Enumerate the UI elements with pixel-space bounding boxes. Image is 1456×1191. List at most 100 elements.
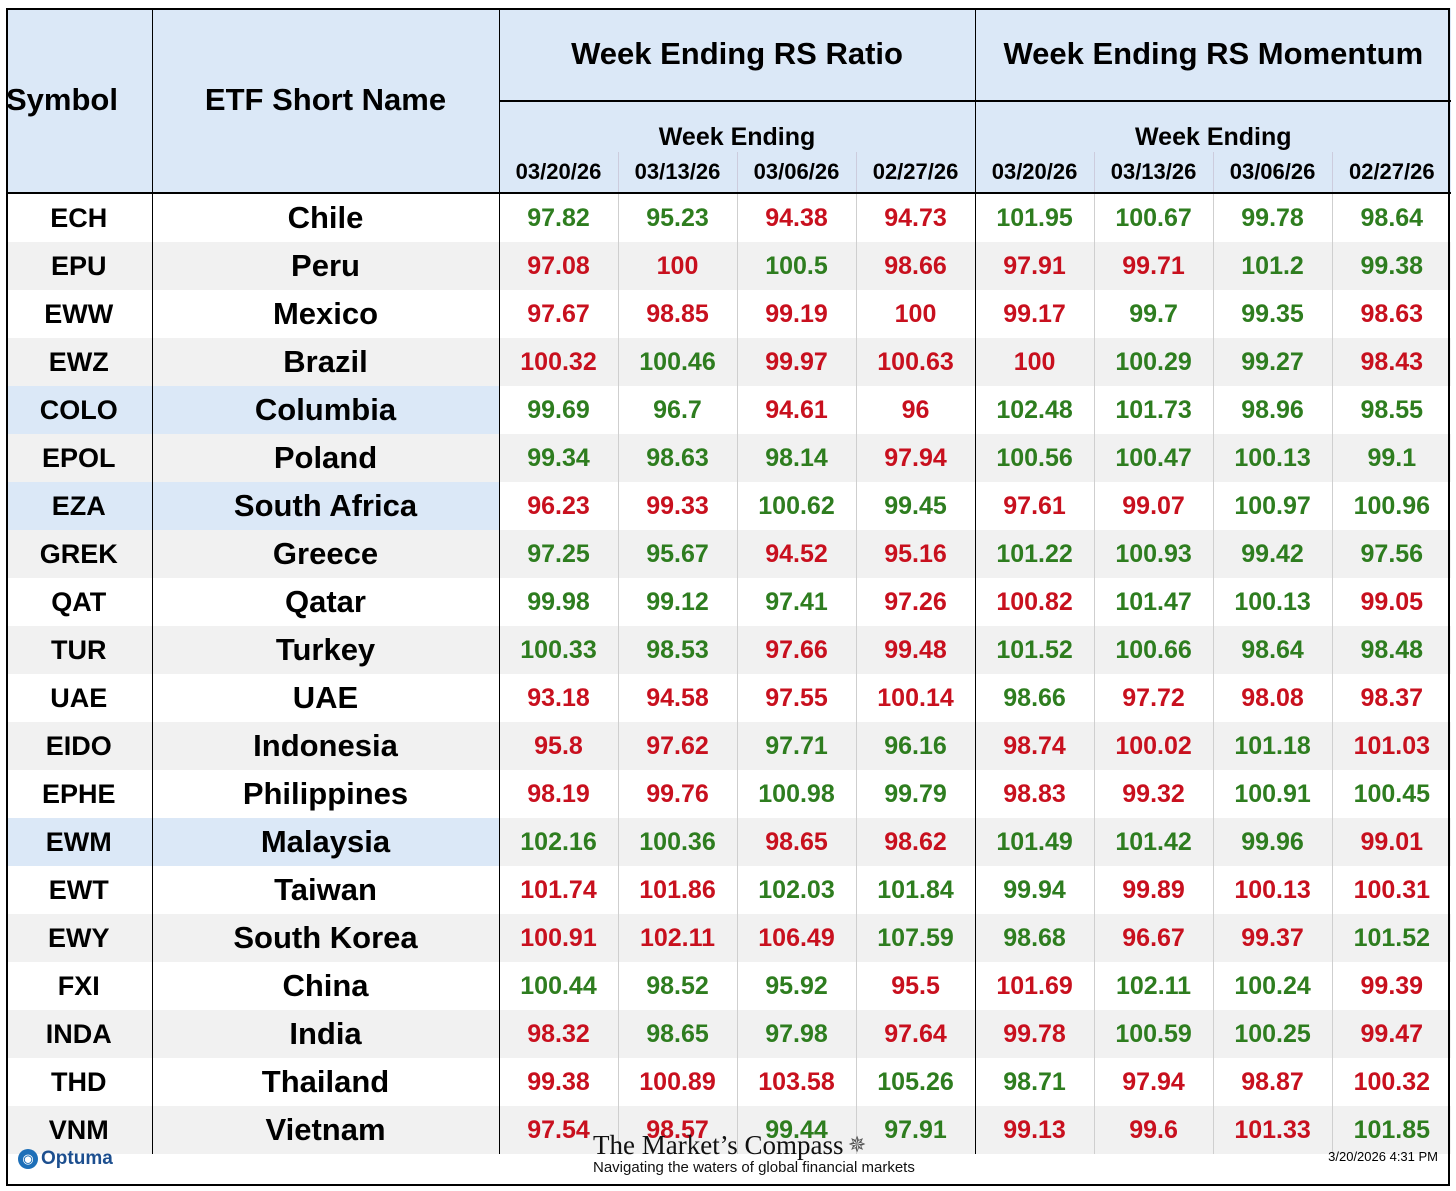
rs-momentum-cell: 98.43	[1331, 338, 1452, 386]
symbol-cell: ECH	[6, 192, 152, 242]
etf-name-cell: Malaysia	[151, 818, 499, 866]
etf-name-cell: Indonesia	[151, 722, 499, 770]
rs-momentum-cell: 100.82	[974, 578, 1095, 626]
rs-momentum-cell: 97.91	[974, 242, 1095, 290]
rs-ratio-cell: 98.52	[617, 962, 737, 1010]
symbol-cell: EWY	[6, 914, 152, 962]
rs-momentum-cell: 100.32	[1331, 1058, 1452, 1106]
rs-ratio-cell: 97.55	[736, 674, 856, 722]
rs-ratio-cell: 95.5	[855, 962, 976, 1010]
rs-momentum-cell: 98.37	[1331, 674, 1452, 722]
rs-momentum-cell: 97.94	[1093, 1058, 1214, 1106]
table-row: EZA South Africa 96.23 99.33 100.62 99.45 97.6…	[6, 482, 1452, 530]
table-row: EWY South Korea 100.91 102.11 106.49 107.59 98…	[6, 914, 1452, 962]
symbol-cell: GREK	[6, 530, 152, 578]
rs-ratio-cell: 97.66	[736, 626, 856, 674]
etf-name-cell: Philippines	[151, 770, 499, 818]
symbol-cell: TUR	[6, 626, 152, 674]
rs-momentum-cell: 99.01	[1331, 818, 1452, 866]
rs-ratio-cell: 99.76	[617, 770, 737, 818]
rs-ratio-cell: 93.18	[498, 674, 618, 722]
rs-momentum-cell: 98.08	[1212, 674, 1333, 722]
rs-momentum-cell: 100.59	[1093, 1010, 1214, 1058]
rs-ratio-cell: 97.82	[498, 192, 618, 242]
rs-ratio-cell: 97.41	[736, 578, 856, 626]
rs-momentum-cell: 99.38	[1331, 242, 1452, 290]
rs-ratio-cell: 97.98	[736, 1010, 856, 1058]
rs-momentum-cell: 99.13	[974, 1106, 1095, 1154]
date-header-momentum-4: 02/27/26	[1331, 152, 1452, 193]
rs-ratio-cell: 99.34	[498, 434, 618, 482]
rs-momentum-cell: 100.13	[1212, 866, 1333, 914]
rs-ratio-cell: 98.32	[498, 1010, 618, 1058]
rs-ratio-cell: 95.23	[617, 192, 737, 242]
table-row: ECH Chile 97.82 95.23 94.38 94.73 101.95 100.67…	[6, 192, 1452, 242]
symbol-cell: FXI	[57, 970, 100, 1001]
rs-momentum-cell: 101.03	[1331, 722, 1452, 770]
rs-momentum-cell: 101.2	[1212, 242, 1333, 290]
timestamp: 3/20/2026 4:31 PM	[1328, 1149, 1438, 1164]
rs-momentum-cell: 102.11	[1093, 962, 1214, 1010]
etf-name-cell: Taiwan	[151, 866, 499, 914]
rs-ratio-cell: 99.38	[498, 1058, 618, 1106]
rs-momentum-cell: 101.85	[1331, 1106, 1452, 1154]
symbol-cell: EPHE	[41, 778, 116, 809]
table-row: EPU Peru 97.08 100 100.5 98.66 97.91 99.71 101.2…	[6, 242, 1452, 290]
rs-momentum-cell: 99.89	[1093, 866, 1214, 914]
rs-ratio-cell: 102.11	[617, 914, 737, 962]
table-row: UAE UAE 93.18 94.58 97.55 100.14 98.66 97.72 98.…	[6, 674, 1452, 722]
optuma-logo: ◉ Optuma	[18, 1148, 113, 1170]
etf-name-cell: Brazil	[151, 338, 499, 386]
rs-ratio-cell: 94.61	[736, 386, 856, 434]
etf-name-cell: Vietnam	[151, 1106, 499, 1154]
rs-momentum-cell: 101.18	[1212, 722, 1333, 770]
rs-ratio-cell: 99.12	[617, 578, 737, 626]
rs-momentum-cell: 99.37	[1212, 914, 1333, 962]
table-row: COLO Columbia 99.69 96.7 94.61 96 102.48 101.73…	[6, 386, 1452, 434]
symbol-cell: EWZ	[6, 338, 152, 386]
rs-momentum-cell: 99.05	[1331, 578, 1452, 626]
brand-block: The Market’s Compass ✵ Navigating the wa…	[593, 1130, 915, 1176]
rs-momentum-cell: 96.67	[1093, 914, 1214, 962]
optuma-label: Optuma	[41, 1148, 113, 1169]
rs-ratio-cell: 101.84	[855, 866, 976, 914]
date-header-ratio-1: 03/20/26	[498, 152, 618, 193]
rs-momentum-cell: 98.64	[1212, 626, 1333, 674]
col-header-symbol: Symbol	[6, 8, 152, 193]
rs-ratio-cell: 97.94	[855, 434, 976, 482]
rs-ratio-cell: 96.23	[498, 482, 618, 530]
symbol-cell: INDA	[6, 1010, 152, 1058]
etf-name-cell: Greece	[151, 530, 499, 578]
rs-momentum-cell: 100.47	[1093, 434, 1214, 482]
sub-header-ratio-week-ending: Week Ending	[498, 101, 976, 152]
rs-momentum-cell: 99.32	[1093, 770, 1214, 818]
rs-ratio-cell: 94.58	[617, 674, 737, 722]
rs-momentum-cell: 98.68	[974, 914, 1095, 962]
rs-momentum-cell: 97.56	[1331, 530, 1452, 578]
table-row: TUR Turkey 100.33 98.53 97.66 99.48 101.52 100.…	[6, 626, 1452, 674]
date-header-ratio-2: 03/13/26	[617, 152, 737, 193]
rs-ratio-cell: 96.16	[855, 722, 976, 770]
etf-name-cell: South Korea	[151, 914, 499, 962]
table-row: EPHE Philippines 98.19 99.76 100.98 99.79 98.8…	[6, 770, 1452, 818]
brand-title: The Market’s Compass	[593, 1130, 844, 1160]
rs-ratio-cell: 100.14	[855, 674, 976, 722]
rs-ratio-cell: 106.49	[736, 914, 856, 962]
rs-ratio-cell: 97.26	[855, 578, 976, 626]
etf-name-cell: India	[151, 1010, 499, 1058]
rs-momentum-cell: 101.69	[974, 962, 1095, 1010]
rs-momentum-cell: 99.71	[1093, 242, 1214, 290]
group-header-rs-momentum: Week Ending RS Momentum	[974, 8, 1452, 102]
etf-name-cell: Thailand	[151, 1058, 499, 1106]
symbol-cell: EPU	[6, 242, 152, 290]
table-row: VNM Vietnam 97.54 98.57 99.44 97.91 99.13 99.6 1…	[6, 1106, 1452, 1154]
etf-name-cell: South Africa	[151, 482, 499, 530]
rs-ratio-cell: 103.58	[736, 1058, 856, 1106]
table-row: THD Thailand 99.38 100.89 103.58 105.26 98.71 9…	[6, 1058, 1452, 1106]
rs-momentum-cell: 100.31	[1331, 866, 1452, 914]
rs-momentum-cell: 99.78	[974, 1010, 1095, 1058]
rs-ratio-cell: 98.62	[855, 818, 976, 866]
symbol-cell: UAE	[50, 682, 108, 713]
rs-ratio-cell: 100.5	[736, 242, 856, 290]
etf-name-cell: Chile	[151, 192, 499, 242]
